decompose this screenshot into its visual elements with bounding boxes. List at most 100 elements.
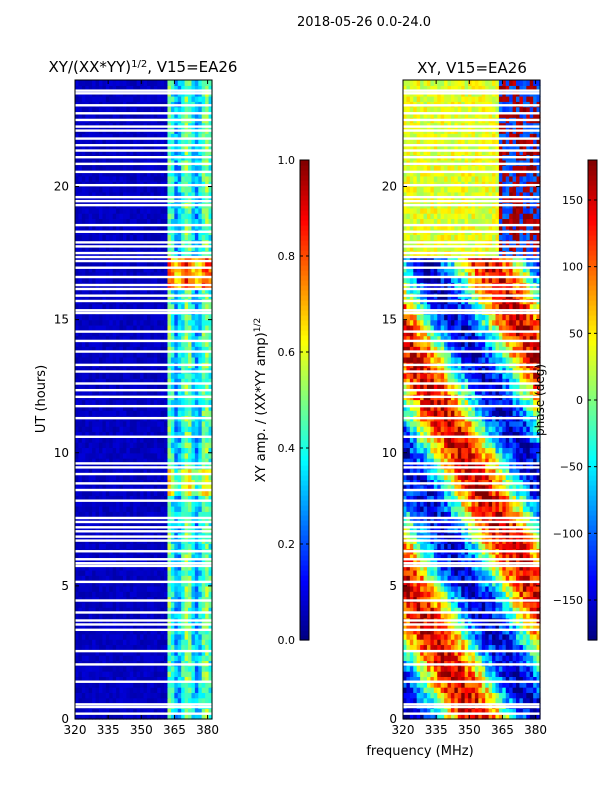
amp-heatmap-cell bbox=[164, 681, 169, 688]
amp-heatmap-cell bbox=[95, 218, 100, 225]
amp-heatmap-cell bbox=[98, 500, 103, 507]
amp-heatmap-cell bbox=[201, 447, 206, 454]
amp-heatmap-cell bbox=[85, 266, 90, 273]
amp-heatmap-cell bbox=[160, 665, 165, 672]
amp-heatmap-cell bbox=[188, 607, 193, 614]
amp-heatmap-cell bbox=[188, 143, 193, 150]
amp-heatmap-cell bbox=[92, 138, 97, 145]
amp-heatmap-cell bbox=[140, 287, 145, 294]
amp-heatmap-cell bbox=[153, 585, 158, 592]
amp-heatmap-cell bbox=[143, 351, 148, 358]
amp-heatmap-cell bbox=[164, 426, 169, 433]
amp-heatmap-cell bbox=[126, 234, 131, 241]
colorbar-swatch bbox=[300, 475, 309, 481]
amp-heatmap-cell bbox=[136, 543, 141, 550]
amp-heatmap-cell bbox=[177, 245, 182, 251]
amp-heatmap-cell bbox=[112, 245, 117, 251]
amp-heatmap-cell bbox=[194, 639, 199, 646]
amp-heatmap-cell bbox=[174, 452, 179, 459]
amp-heatmap-cell bbox=[133, 665, 138, 672]
amp-heatmap-cell bbox=[105, 213, 110, 220]
amp-heatmap-cell bbox=[194, 506, 199, 512]
amp-heatmap-cell bbox=[188, 261, 193, 267]
amp-heatmap-cell bbox=[92, 261, 97, 267]
amp-heatmap-cell bbox=[208, 85, 213, 92]
amp-heatmap-cell bbox=[133, 628, 138, 635]
amp-heatmap-cell bbox=[170, 628, 175, 635]
amp-heatmap-cell bbox=[170, 186, 175, 193]
amp-heatmap-cell bbox=[153, 436, 158, 443]
amp-heatmap-cell bbox=[160, 175, 165, 182]
amp-heatmap-cell bbox=[170, 671, 175, 677]
amp-heatmap-cell bbox=[81, 213, 86, 220]
time-gap bbox=[75, 241, 212, 244]
amp-heatmap-cell bbox=[157, 287, 162, 294]
amp-heatmap-cell bbox=[78, 516, 83, 523]
amp-heatmap-cell bbox=[153, 351, 158, 358]
amp-heatmap-cell bbox=[92, 191, 97, 198]
amp-heatmap-cell bbox=[126, 287, 131, 294]
amp-heatmap-cell bbox=[140, 271, 145, 278]
amp-heatmap-cell bbox=[188, 111, 193, 118]
amp-heatmap-cell bbox=[109, 133, 114, 140]
amp-heatmap-cell bbox=[201, 111, 206, 118]
amp-heatmap-cell bbox=[198, 426, 203, 433]
amp-heatmap-cell bbox=[174, 346, 179, 353]
amp-heatmap-cell bbox=[170, 378, 175, 385]
time-gap bbox=[75, 266, 212, 269]
amp-heatmap-cell bbox=[116, 191, 121, 198]
amp-heatmap-cell bbox=[143, 133, 148, 140]
amp-heatmap-cell bbox=[85, 607, 90, 614]
amp-heatmap-cell bbox=[109, 335, 114, 342]
amp-heatmap-cell bbox=[184, 474, 189, 480]
amp-heatmap-cell bbox=[146, 623, 151, 630]
colorbar-swatch bbox=[300, 235, 309, 241]
amp-heatmap-cell bbox=[157, 95, 162, 102]
amp-heatmap-cell bbox=[81, 474, 86, 480]
time-gap bbox=[75, 162, 212, 166]
amp-heatmap-cell bbox=[177, 170, 182, 177]
amp-heatmap-cell bbox=[136, 692, 141, 699]
amp-heatmap-cell bbox=[208, 633, 213, 640]
amp-heatmap-cell bbox=[181, 500, 186, 507]
amp-heatmap-cell bbox=[112, 553, 117, 560]
amp-heatmap-cell bbox=[174, 671, 179, 677]
amp-heatmap-cell bbox=[95, 516, 100, 523]
amp-heatmap-cell bbox=[157, 85, 162, 92]
amp-heatmap-cell bbox=[92, 399, 97, 406]
amp-heatmap-cell bbox=[164, 170, 169, 177]
amp-heatmap-cell bbox=[174, 713, 179, 720]
amp-heatmap-cell bbox=[112, 399, 117, 406]
amp-heatmap-cell bbox=[109, 671, 114, 677]
amp-heatmap-cell bbox=[75, 447, 80, 454]
amp-heatmap-cell bbox=[126, 133, 131, 140]
amp-heatmap-cell bbox=[181, 340, 186, 347]
amp-heatmap-cell bbox=[188, 516, 193, 523]
amp-heatmap-cell bbox=[146, 516, 151, 523]
amp-heatmap-cell bbox=[81, 591, 86, 598]
amp-heatmap-cell bbox=[150, 644, 155, 651]
amp-heatmap-cell bbox=[136, 569, 141, 576]
amp-heatmap-cell bbox=[181, 681, 186, 688]
amp-heatmap-cell bbox=[88, 580, 93, 587]
amp-heatmap-cell bbox=[119, 356, 124, 363]
amp-heatmap-cell bbox=[143, 324, 148, 331]
amp-heatmap-cell bbox=[191, 95, 196, 102]
amp-heatmap-cell bbox=[105, 671, 110, 677]
amp-heatmap-cell bbox=[194, 175, 199, 182]
amp-heatmap-cell bbox=[188, 671, 193, 677]
amp-heatmap-cell bbox=[153, 383, 158, 390]
amp-heatmap-cell bbox=[150, 287, 155, 294]
amp-heatmap-cell bbox=[126, 319, 131, 326]
amp-heatmap-cell bbox=[164, 186, 169, 193]
amp-heatmap-cell bbox=[126, 665, 131, 672]
amp-heatmap-cell bbox=[146, 543, 151, 550]
amp-heatmap-cell bbox=[119, 255, 124, 262]
amp-heatmap-cell bbox=[150, 697, 155, 704]
colorbar-swatch bbox=[300, 560, 309, 566]
amp-heatmap-cell bbox=[146, 468, 151, 475]
amp-heatmap-cell bbox=[201, 303, 206, 310]
amp-heatmap-cell bbox=[201, 665, 206, 672]
colorbar-swatch bbox=[300, 205, 309, 211]
amp-heatmap-cell bbox=[109, 175, 114, 182]
